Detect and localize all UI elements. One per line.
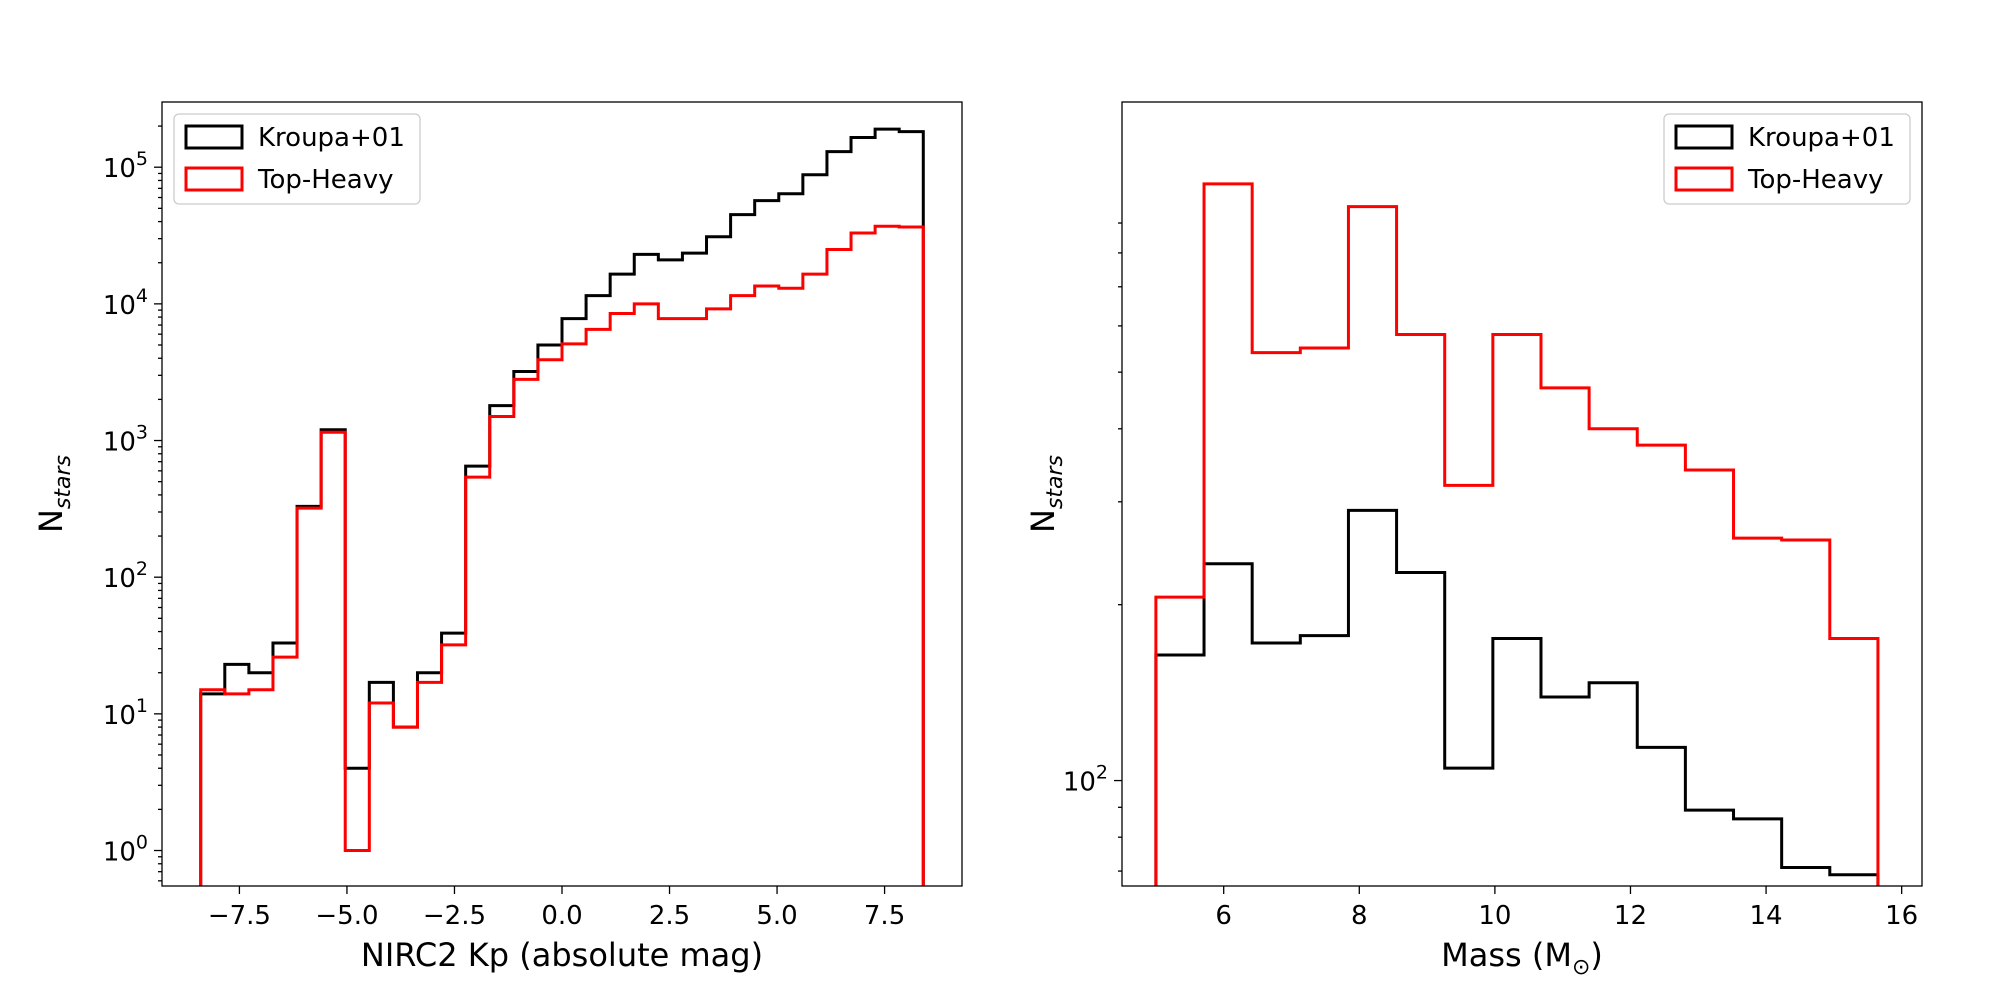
y-axis-label: Nstars xyxy=(32,455,76,533)
histogram-step-top-heavy xyxy=(199,224,925,886)
legend: Kroupa+01 Top-Heavy xyxy=(173,113,421,205)
histogram-step-top-heavy xyxy=(1154,182,1880,886)
y-axis-label: Nstars xyxy=(1024,455,1068,533)
x-tick-label: −7.5 xyxy=(208,901,271,931)
x-tick-label: 12 xyxy=(1614,901,1647,931)
x-tick-label: −5.0 xyxy=(315,901,378,931)
x-tick-label: 0.0 xyxy=(541,901,582,931)
x-tick-label: −2.5 xyxy=(423,901,486,931)
x-tick-label: 16 xyxy=(1885,901,1918,931)
axes-frame xyxy=(161,101,963,887)
histogram-step-kroupa-01 xyxy=(1154,508,1880,886)
x-tick-label: 10 xyxy=(1478,901,1511,931)
legend: Kroupa+01 Top-Heavy xyxy=(1663,113,1911,205)
legend-label-top-heavy: Top-Heavy xyxy=(257,165,394,195)
legend-frame xyxy=(1663,113,1911,205)
y-tick-label: 103 xyxy=(103,422,148,458)
x-tick-label: 14 xyxy=(1750,901,1783,931)
x-axis-label: NIRC2 Kp (absolute mag) xyxy=(361,936,763,974)
legend-frame xyxy=(173,113,421,205)
legend-label-top-heavy: Top-Heavy xyxy=(1747,165,1884,195)
legend-swatch-top-heavy xyxy=(1674,166,1734,192)
legend-swatch-kroupa-01 xyxy=(184,124,244,150)
y-tick-label: 104 xyxy=(103,285,148,321)
x-axis-label: Mass (M⊙) xyxy=(1441,936,1603,980)
legend-swatch-top-heavy xyxy=(184,166,244,192)
x-tick-label: 8 xyxy=(1351,901,1368,931)
legend-label-kroupa-01: Kroupa+01 xyxy=(1748,123,1895,153)
axes-frame xyxy=(1121,101,1923,887)
legend-label-kroupa-01: Kroupa+01 xyxy=(258,123,405,153)
y-tick-label: 105 xyxy=(103,148,148,184)
right-histogram-panel: 6 8 10 12 14 16 102 Mass (M⊙) Nstars Kroupa+01 Top… xyxy=(1024,101,1923,980)
legend-swatch-kroupa-01 xyxy=(1674,124,1734,150)
x-tick-label: 6 xyxy=(1215,901,1232,931)
left-histogram-panel: −7.5 −5.0 −2.5 0.0 2.5 5.0 7.5 100 101 102 103 104 1… xyxy=(32,101,963,974)
y-tick-label: 100 xyxy=(103,832,148,868)
x-tick-label: 2.5 xyxy=(649,901,690,931)
y-tick-label: 102 xyxy=(103,558,148,594)
x-tick-label: 5.0 xyxy=(756,901,797,931)
y-tick-label: 101 xyxy=(103,695,148,731)
y-tick-label: 102 xyxy=(1063,762,1108,798)
x-tick-label: 7.5 xyxy=(864,901,905,931)
